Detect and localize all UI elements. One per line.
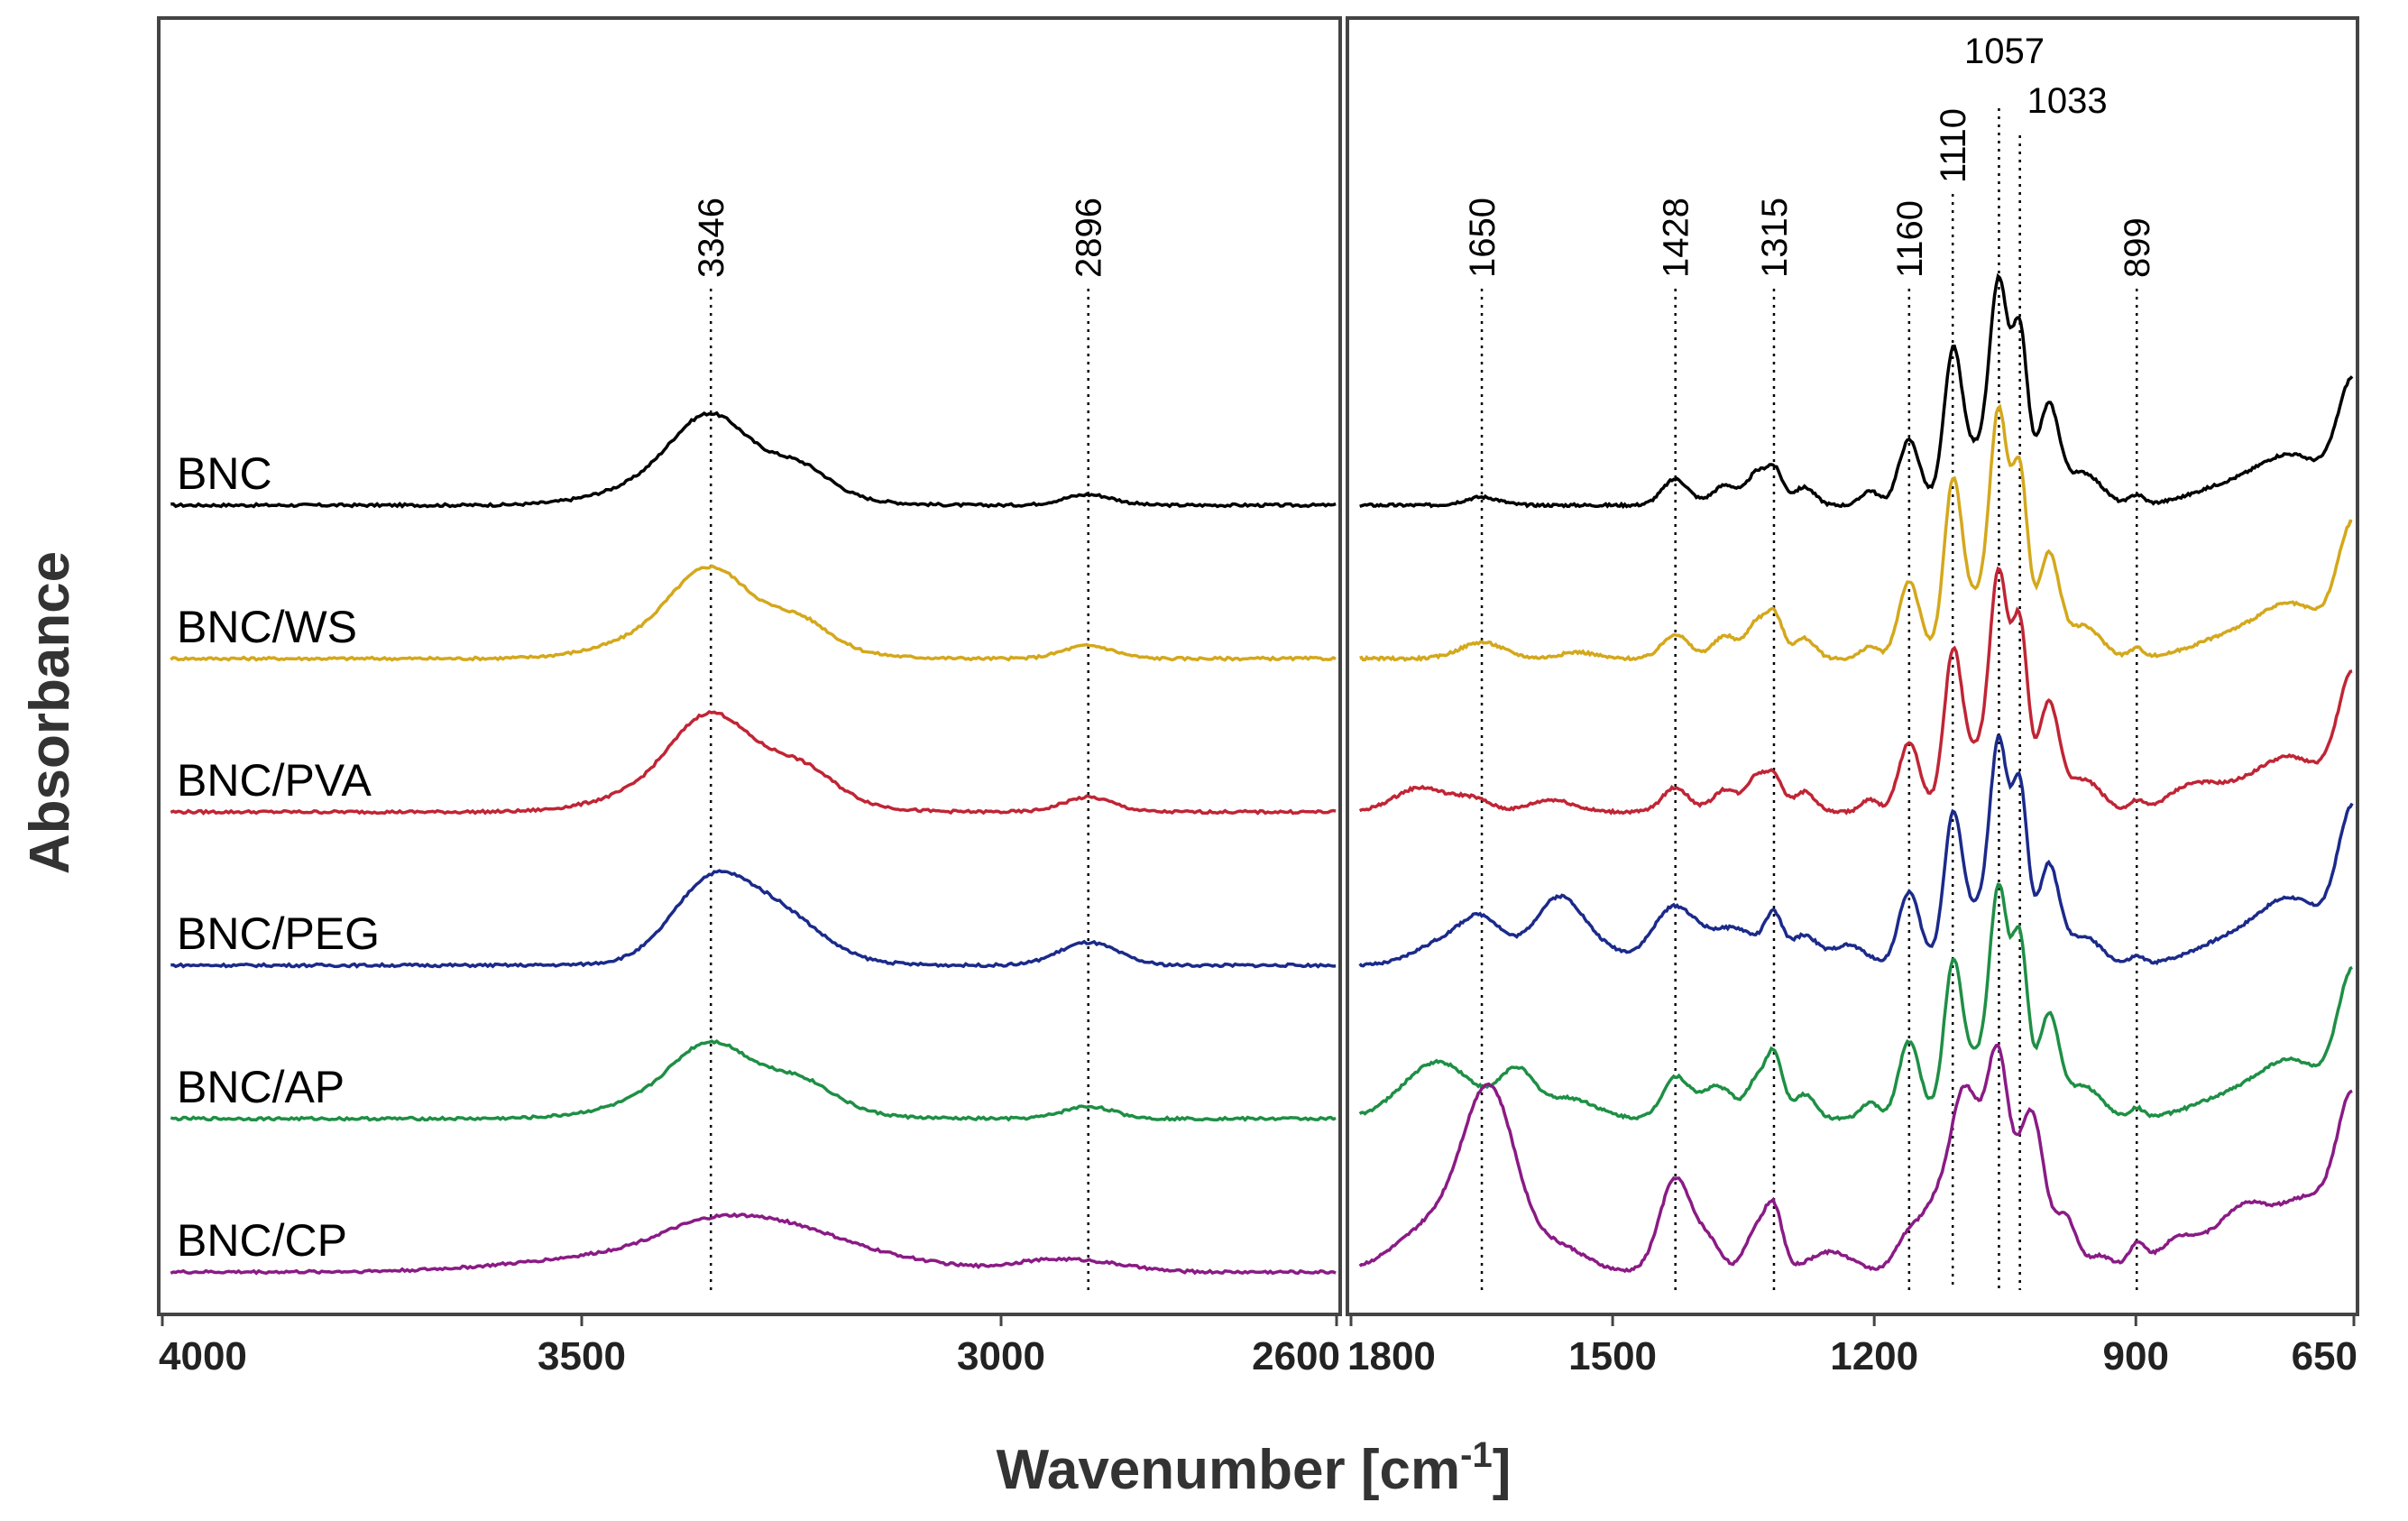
series-label: BNC/CP [177,1215,347,1266]
x-tick-label: 4000 [159,1334,247,1378]
series-line-fingerprint [1358,733,2354,968]
x-axis-title-superscript: -1 [1460,1435,1493,1475]
series-label: BNC/PVA [177,755,372,806]
peak-label: 1033 [2027,81,2108,121]
series-line-high [170,869,1337,969]
x-tick-label: 3500 [538,1334,626,1378]
peak-label: 1110 [1934,108,1973,183]
peak-label: 2896 [1070,198,1109,278]
peak-label: 1428 [1657,198,1696,278]
series-line-fingerprint [1358,566,2353,816]
series-labels: BNC BNC/WS BNC/PVA BNC/PEG BNC/AP BNC/CP [177,448,380,1266]
x-axis-title-close: ] [1493,1439,1512,1501]
series-line-fingerprint [1359,272,2354,510]
x-tick-label: 900 [2103,1334,2169,1378]
series-label: BNC/AP [177,1062,345,1112]
x-axis-ticks: 4000 3500 3000 2600 1800 1500 1200 900 650 [159,1314,2357,1378]
x-axis-title: Wavenumber [cm-1] [997,1435,1512,1501]
peak-label: 1160 [1890,200,1930,278]
series-line-high [170,1039,1337,1122]
x-axis-title-main: Wavenumber [cm [997,1439,1461,1501]
left-panel-frame [157,16,1342,1316]
peak-label: 899 [2118,217,2157,278]
series-label: BNC/PEG [177,908,380,959]
series-line-fingerprint [1359,403,2353,662]
series-label: BNC [177,448,272,499]
peak-label: 1057 [1964,32,2045,71]
series-line-fingerprint [1358,1043,2353,1274]
right-panel-frame [1346,16,2359,1316]
x-tick-label: 3000 [957,1334,1045,1378]
x-tick-label: 1800 [1347,1334,1436,1378]
y-axis-title: Absorbance [19,551,81,874]
series-group [170,272,2354,1276]
peak-label: 1315 [1755,198,1795,278]
peak-label: 1650 [1463,198,1503,278]
x-tick-label: 1500 [1568,1334,1657,1378]
series-line-fingerprint [1358,882,2354,1121]
series-line-high [170,564,1337,662]
series-line-high [170,709,1337,816]
x-tick-label: 1200 [1830,1334,1918,1378]
series-line-high [170,410,1337,509]
peak-label: 3346 [692,198,731,278]
x-tick-label: 650 [2292,1334,2357,1378]
x-tick-label: 2600 [1252,1334,1340,1378]
series-label: BNC/WS [177,602,357,652]
series-line-high [170,1212,1337,1276]
